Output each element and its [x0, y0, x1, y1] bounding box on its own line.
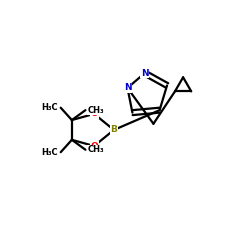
Text: N: N: [124, 84, 131, 92]
Text: H₃C: H₃C: [42, 103, 58, 112]
Text: O: O: [90, 142, 98, 150]
Text: CH₃: CH₃: [88, 106, 104, 115]
Text: H₃C: H₃C: [42, 148, 58, 157]
Text: N: N: [141, 68, 148, 78]
Text: O: O: [90, 109, 98, 118]
Text: B: B: [110, 126, 117, 134]
Text: CH₃: CH₃: [88, 145, 104, 154]
